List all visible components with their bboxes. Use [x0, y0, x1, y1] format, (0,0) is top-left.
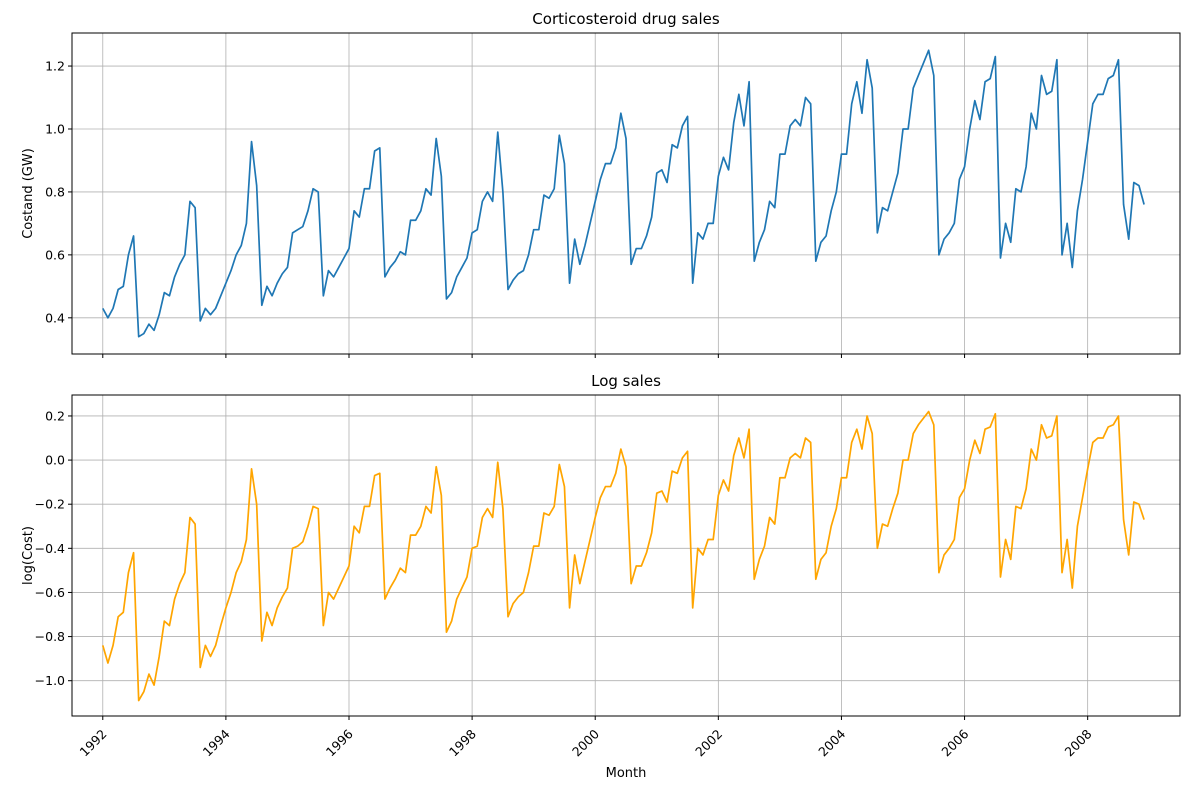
bottom-y-tick-label: −0.6 [35, 585, 65, 600]
bottom-y-tick-label: 0.0 [45, 453, 65, 468]
top-y-tick-label: 0.6 [45, 247, 65, 262]
top-y-tick-label: 0.4 [45, 310, 65, 325]
top-y-tick-label: 1.0 [45, 121, 65, 136]
top-chart-panel: 0.4 0.6 0.8 1.0 1.2 Corticosteroid drug sale… [21, 10, 1181, 358]
top-chart-ticks: 0.4 0.6 0.8 1.0 1.2 [45, 59, 1089, 358]
bottom-chart-ylabel: log(Cost) [21, 526, 36, 585]
bottom-y-tick-label: −0.2 [35, 497, 65, 512]
bottom-y-tick-label: −0.4 [35, 541, 65, 556]
bottom-chart-xlabel: Month [606, 766, 647, 781]
top-y-tick-label: 0.8 [45, 184, 65, 199]
top-series-line [102, 49, 1145, 338]
bottom-y-tick-label: −1.0 [35, 673, 65, 688]
top-chart-title: Corticosteroid drug sales [532, 10, 720, 28]
bottom-chart-title: Log sales [591, 372, 661, 390]
bottom-y-tick-label: 0.2 [45, 408, 65, 423]
top-chart-grid [72, 33, 1180, 354]
bottom-chart-grid [72, 395, 1180, 716]
top-y-tick-label: 1.2 [45, 59, 65, 74]
top-chart-ylabel: Costand (GW) [21, 148, 36, 239]
bottom-chart-frame [71, 394, 1181, 717]
bottom-y-tick-label: −0.8 [35, 629, 65, 644]
top-chart-frame [71, 32, 1181, 355]
bottom-series-line [101, 410, 1145, 702]
